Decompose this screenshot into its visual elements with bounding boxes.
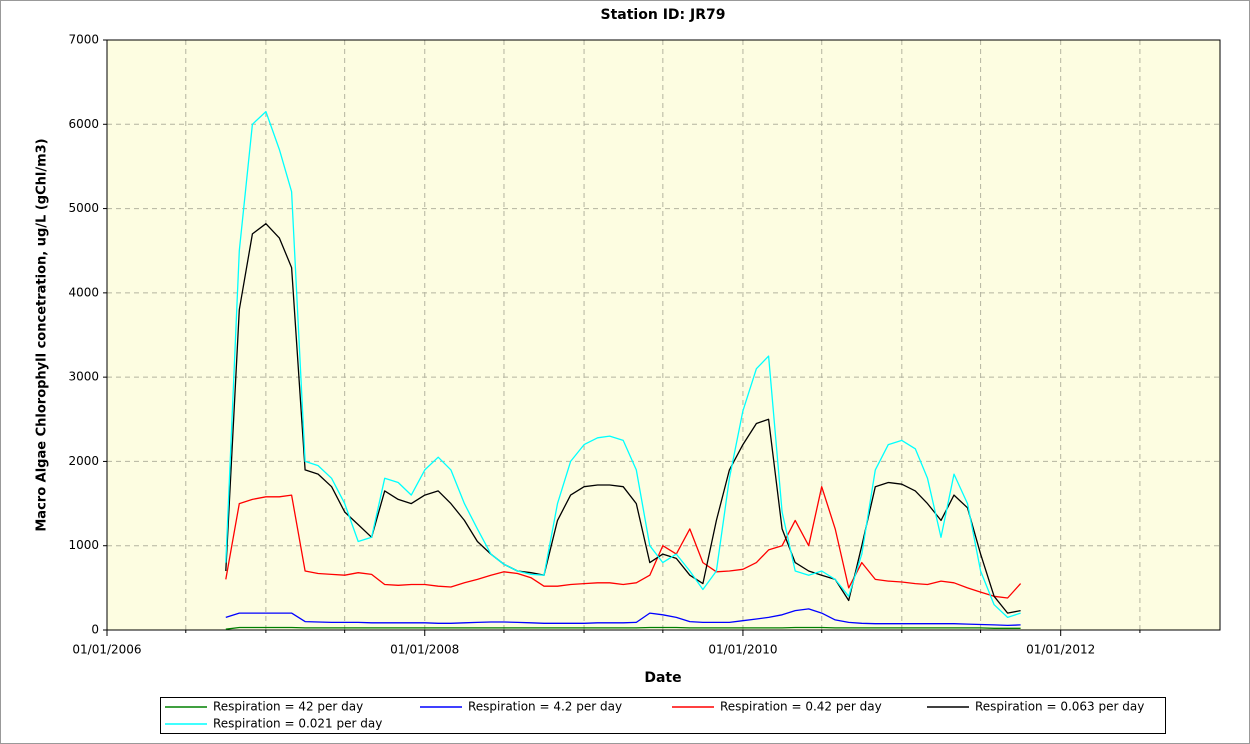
series-line <box>225 626 1021 630</box>
legend <box>160 697 1166 734</box>
series-line <box>225 110 1021 619</box>
y-tick-label: 3000 <box>68 370 99 384</box>
y-tick-label: 2000 <box>68 454 99 468</box>
x-axis-label: Date <box>644 670 681 686</box>
chart-title: Station ID: JR79 <box>601 7 726 23</box>
x-tick-label: 01/01/2008 <box>390 643 459 657</box>
x-tick-label: 01/01/2006 <box>72 643 141 657</box>
y-axis-label: Macro Algae Chlorophyll concetration, ug… <box>35 138 50 531</box>
y-tick-label: 7000 <box>68 33 99 47</box>
y-tick-label: 4000 <box>68 285 99 299</box>
legend-label: Respiration = 0.063 per day <box>975 700 1144 714</box>
series-line <box>225 223 1021 614</box>
y-tick-label: 6000 <box>68 117 99 131</box>
y-tick-label: 5000 <box>68 201 99 215</box>
series-line <box>225 486 1022 599</box>
legend-label: Respiration = 0.42 per day <box>720 700 882 714</box>
series-line <box>225 608 1021 627</box>
legend-label: Respiration = 0.021 per day <box>213 717 382 731</box>
y-tick-label: 0 <box>91 623 99 637</box>
x-tick-label: 01/01/2010 <box>708 643 777 657</box>
y-tick-label: 1000 <box>68 538 99 552</box>
plot-area <box>107 40 1220 630</box>
legend-label: Respiration = 42 per day <box>213 700 363 714</box>
x-tick-label: 01/01/2012 <box>1026 643 1095 657</box>
plot-border <box>106 39 1221 631</box>
legend-label: Respiration = 4.2 per day <box>468 700 622 714</box>
